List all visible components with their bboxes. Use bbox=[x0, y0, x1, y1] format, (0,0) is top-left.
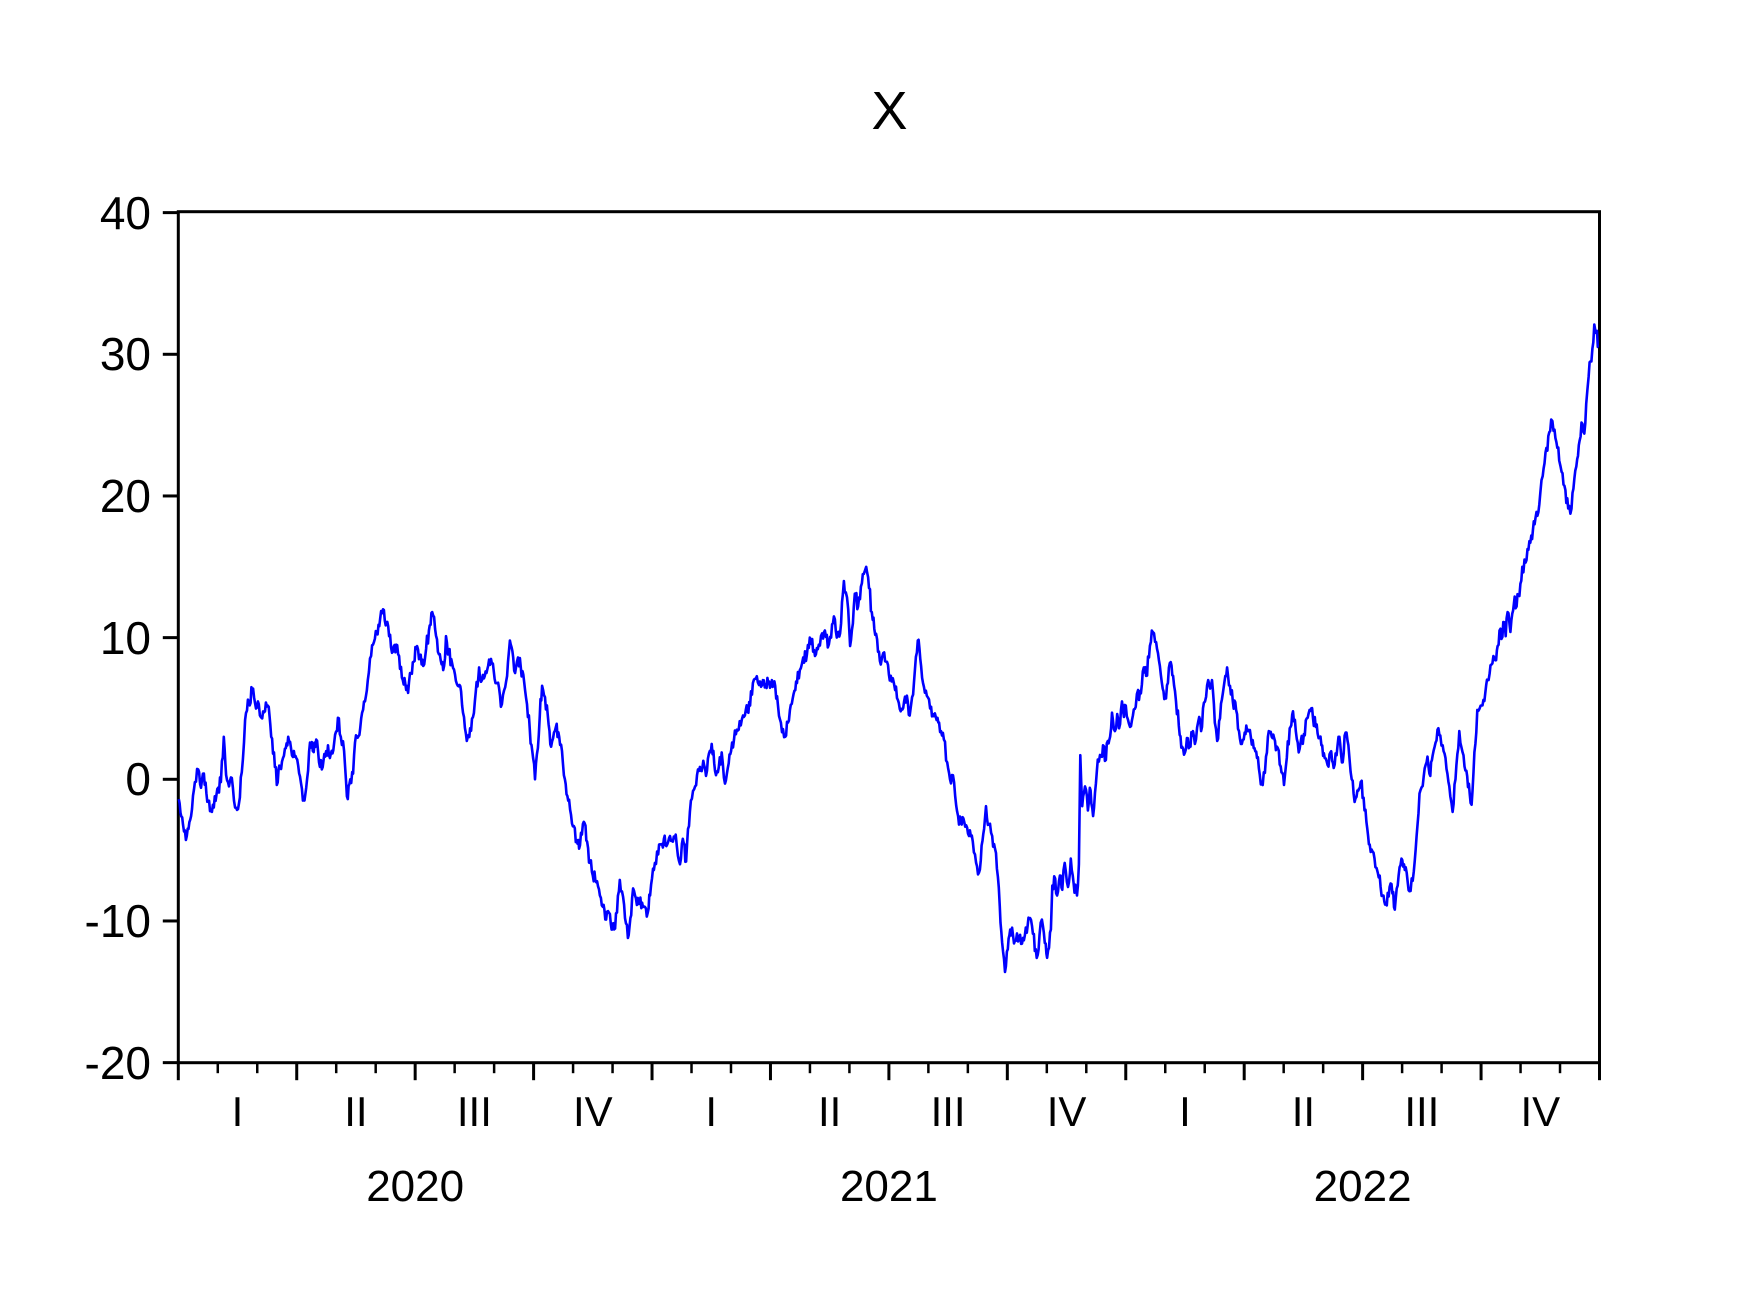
series-line-x bbox=[177, 323, 1600, 974]
y-axis-tick-label: 30 bbox=[99, 328, 151, 381]
x-axis-quarter-label: I bbox=[231, 1088, 244, 1135]
y-axis-tick-label: 0 bbox=[125, 753, 151, 806]
x-axis-quarter-label: IV bbox=[1520, 1088, 1561, 1135]
y-axis-tick-label: 40 bbox=[99, 186, 151, 239]
x-axis-quarter-label: II bbox=[344, 1088, 368, 1135]
chart-title: X bbox=[871, 81, 908, 141]
x-axis-quarter-label: II bbox=[818, 1088, 842, 1135]
x-axis-quarter-label: III bbox=[1404, 1088, 1440, 1135]
x-axis-quarter-label: I bbox=[1179, 1088, 1191, 1135]
x-axis-quarter-label: III bbox=[456, 1088, 492, 1135]
y-axis-tick-label: 20 bbox=[99, 469, 151, 522]
x-axis-quarter-label: I bbox=[705, 1088, 718, 1135]
y-axis-tick-label: -20 bbox=[84, 1036, 151, 1089]
x-axis-year-label: 2021 bbox=[839, 1162, 938, 1211]
x-axis-year-label: 2020 bbox=[366, 1162, 465, 1211]
y-axis-tick-label: -10 bbox=[84, 894, 151, 947]
x-axis-quarter-label: II bbox=[1291, 1088, 1316, 1135]
x-axis-quarter-label: IV bbox=[572, 1088, 613, 1135]
y-axis-tick-label: 10 bbox=[99, 611, 151, 664]
x-axis-quarter-label: III bbox=[930, 1088, 966, 1135]
x-axis-year-label: 2022 bbox=[1313, 1162, 1412, 1211]
x-axis-quarter-label: IV bbox=[1046, 1088, 1087, 1135]
